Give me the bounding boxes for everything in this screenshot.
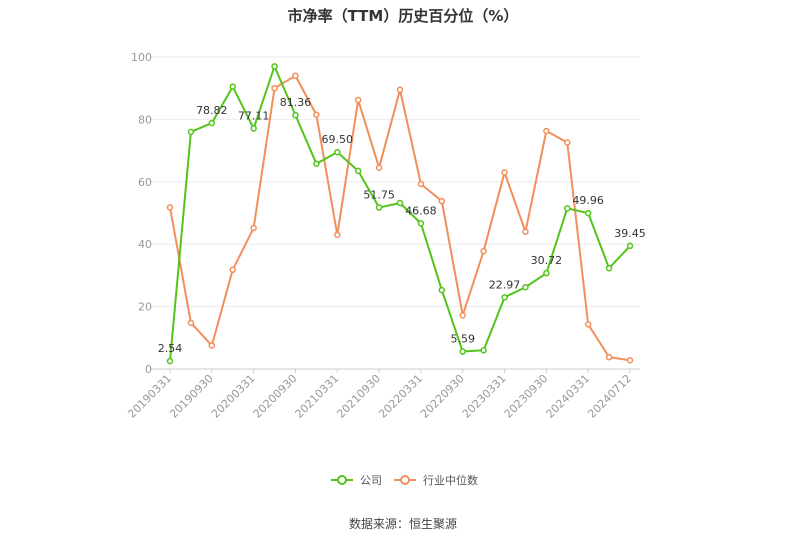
y-tick-label: 100	[131, 51, 152, 64]
legend[interactable]: 公司 行业中位数	[331, 473, 478, 487]
industry-point	[438, 197, 446, 205]
company-data-label: 78.82	[196, 104, 228, 117]
company-point	[229, 83, 236, 90]
y-tick-label: 0	[145, 363, 152, 376]
industry-point	[208, 342, 216, 349]
y-tick-label: 40	[138, 238, 152, 251]
company-point	[543, 269, 550, 277]
industry-point	[229, 266, 236, 274]
company-point	[187, 128, 195, 136]
data-source: 数据来源：恒生聚源	[349, 516, 457, 531]
industry-point	[543, 127, 550, 135]
industry-point	[250, 224, 257, 232]
company-point	[626, 242, 634, 250]
industry-point	[396, 86, 404, 94]
x-tick-label: 20230331	[460, 372, 509, 421]
x-tick-label: 20220331	[376, 372, 425, 421]
company-point	[271, 63, 278, 70]
industry-point	[187, 319, 195, 327]
industry-point	[313, 111, 320, 118]
industry-point	[292, 72, 299, 79]
y-tick-label: 60	[138, 176, 152, 189]
company-point	[564, 205, 571, 212]
legend-industry-marker	[400, 475, 410, 485]
company-point	[480, 347, 487, 354]
x-tick-label: 20200331	[209, 372, 258, 421]
legend-industry-label: 行业中位数	[423, 473, 478, 487]
industry-point	[166, 204, 174, 211]
industry-point	[459, 312, 466, 319]
y-tick-label: 80	[138, 113, 152, 126]
industry-point	[354, 96, 362, 104]
company-point	[166, 357, 174, 365]
industry-point	[605, 353, 613, 361]
industry-point	[626, 357, 634, 364]
company-point	[522, 284, 529, 291]
legend-item-company[interactable]: 公司	[331, 474, 382, 487]
x-tick-label: 20220930	[418, 372, 467, 421]
company-data-label: 5.59	[450, 333, 475, 346]
series-group	[166, 63, 634, 365]
company-point	[313, 160, 320, 167]
chart-title: 市净率（TTM）历史百分位（%）	[288, 7, 519, 25]
industry-point	[522, 228, 529, 235]
company-point	[292, 111, 299, 119]
company-data-label: 49.96	[572, 194, 604, 207]
company-data-label: 77.11	[238, 109, 270, 122]
industry-point	[584, 321, 592, 328]
company-point	[334, 148, 341, 156]
company-point	[250, 125, 257, 132]
data-labels: 2.54 78.82 77.11 81.36 69.50 51.75 46.68 5.59 22…	[158, 96, 646, 355]
y-axis: 0 20 40 60 80 100	[131, 51, 152, 376]
company-point	[417, 220, 425, 227]
x-tick-label: 20210331	[293, 372, 342, 421]
company-point	[438, 286, 446, 294]
industry-point	[417, 180, 425, 188]
y-tick-label: 20	[138, 301, 152, 314]
legend-company-label: 公司	[360, 474, 382, 487]
x-tick-label: 20200930	[251, 372, 300, 421]
company-point	[396, 199, 404, 207]
company-point	[459, 348, 466, 355]
x-tick-label: 20190331	[125, 372, 174, 421]
company-point	[501, 294, 508, 301]
industry-point	[375, 164, 383, 172]
company-point	[354, 167, 362, 175]
x-tick-label: 20210930	[334, 372, 383, 421]
company-point	[605, 264, 613, 272]
company-data-label: 46.68	[405, 204, 437, 217]
industry-point	[501, 169, 508, 176]
legend-item-industry[interactable]: 行业中位数	[394, 473, 478, 487]
company-data-label: 51.75	[363, 189, 395, 202]
x-tick-label: 20190930	[167, 372, 216, 421]
industry-point	[564, 139, 571, 146]
x-tick-label: 20230930	[502, 372, 551, 421]
company-data-label: 2.54	[158, 342, 183, 355]
company-data-label: 22.97	[489, 278, 521, 291]
x-tick-label: 20240712	[585, 372, 634, 421]
company-data-label: 30.72	[531, 254, 563, 267]
industry-point	[334, 231, 341, 239]
x-axis: 2019033120190930202003312020093020210331…	[125, 369, 634, 421]
company-data-label: 81.36	[280, 96, 312, 109]
company-point	[375, 204, 383, 211]
company-point	[208, 119, 216, 127]
industry-point	[271, 84, 278, 92]
x-tick-label: 20240331	[544, 372, 593, 421]
legend-company-marker	[337, 475, 347, 485]
grid-lines	[150, 56, 640, 370]
company-point	[584, 209, 592, 217]
company-data-label: 39.45	[614, 227, 646, 240]
company-data-label: 69.50	[322, 133, 354, 146]
industry-point	[480, 247, 487, 255]
